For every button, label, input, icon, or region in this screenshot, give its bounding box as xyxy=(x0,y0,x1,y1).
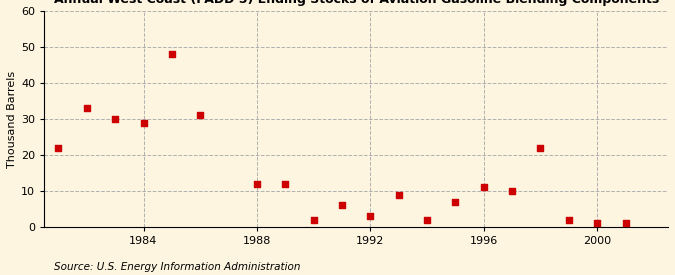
Point xyxy=(53,145,64,150)
Point xyxy=(394,192,404,197)
Point xyxy=(167,52,178,56)
Point xyxy=(535,145,546,150)
Point xyxy=(564,218,574,222)
Point xyxy=(592,221,603,226)
Text: Source: U.S. Energy Information Administration: Source: U.S. Energy Information Administ… xyxy=(54,262,300,272)
Title: Annual West Coast (PADD 5) Ending Stocks of Aviation Gasoline Blending Component: Annual West Coast (PADD 5) Ending Stocks… xyxy=(53,0,659,6)
Point xyxy=(195,113,206,118)
Point xyxy=(82,106,92,110)
Point xyxy=(308,218,319,222)
Point xyxy=(138,120,149,125)
Point xyxy=(252,182,263,186)
Point xyxy=(450,200,461,204)
Point xyxy=(337,203,348,208)
Point xyxy=(110,117,121,121)
Point xyxy=(507,189,518,193)
Point xyxy=(479,185,489,190)
Y-axis label: Thousand Barrels: Thousand Barrels xyxy=(7,70,17,167)
Point xyxy=(280,182,291,186)
Point xyxy=(365,214,376,218)
Point xyxy=(422,218,433,222)
Point xyxy=(620,221,631,226)
